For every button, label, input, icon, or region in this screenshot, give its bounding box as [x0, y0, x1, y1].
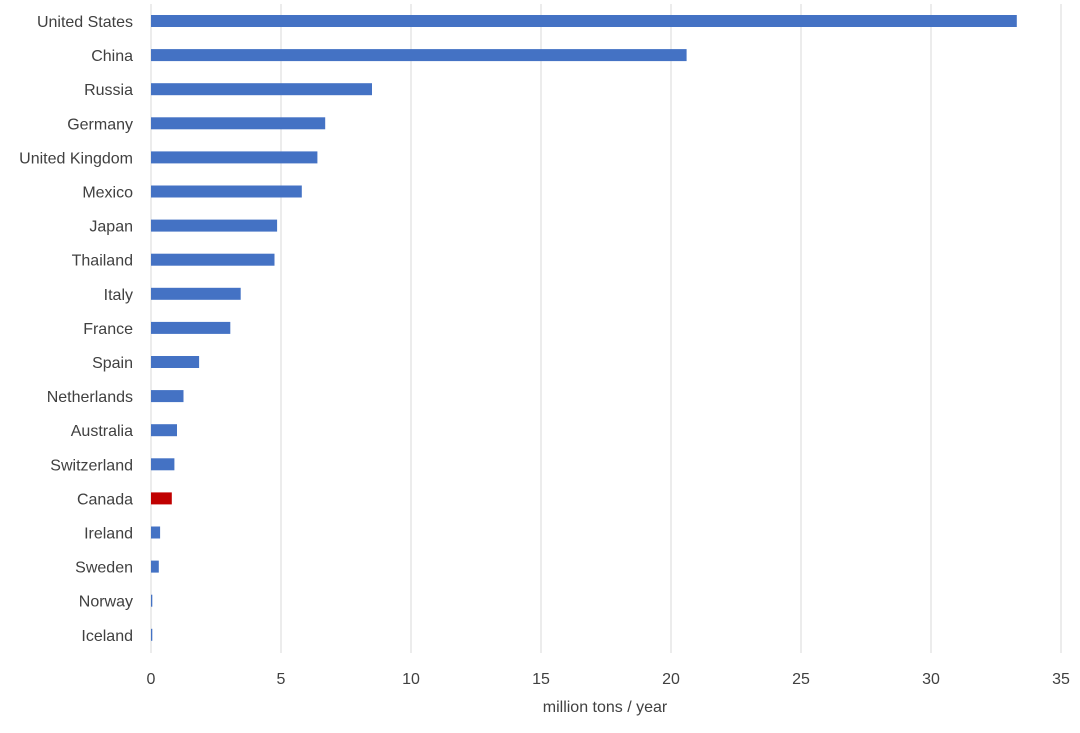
- bar: [151, 117, 326, 130]
- bar: [151, 356, 200, 368]
- bar: [151, 560, 159, 573]
- category-label: Australia: [71, 423, 133, 440]
- bar: [151, 15, 1017, 27]
- bar: [151, 321, 231, 334]
- bar: [151, 219, 278, 232]
- x-axis-title: million tons / year: [543, 699, 668, 716]
- category-label: Ireland: [84, 526, 133, 543]
- x-tick-label: 30: [922, 671, 940, 688]
- bars: [151, 15, 1017, 641]
- bar: [151, 526, 161, 539]
- x-tick-label: 5: [277, 671, 286, 688]
- x-tick-label: 10: [402, 671, 420, 688]
- bar: [151, 492, 172, 505]
- bar: [151, 151, 318, 164]
- category-label: Sweden: [75, 560, 133, 577]
- bar: [151, 185, 302, 198]
- bar: [151, 424, 177, 437]
- category-label: Thailand: [72, 253, 133, 270]
- gridlines: [150, 4, 1062, 653]
- bar: [151, 390, 184, 403]
- x-tick-label: 15: [532, 671, 550, 688]
- tick-labels: 0 5 10 15 20 25 30 35: [147, 671, 1070, 688]
- bar: [151, 49, 687, 62]
- x-tick-label: 25: [792, 671, 810, 688]
- category-label: United States: [37, 14, 133, 31]
- bar: [151, 287, 241, 300]
- category-label: Germany: [67, 116, 133, 133]
- category-label: United Kingdom: [19, 150, 133, 167]
- category-label: Italy: [104, 287, 133, 304]
- bar: [151, 458, 175, 471]
- category-label: France: [83, 321, 133, 338]
- category-label: Iceland: [81, 628, 133, 645]
- bar: [151, 594, 153, 607]
- category-label: Switzerland: [50, 457, 133, 474]
- category-labels: United States China Russia Germany United Ki…: [19, 14, 133, 645]
- category-label: Norway: [79, 594, 133, 611]
- category-label: Canada: [77, 491, 133, 508]
- category-label: China: [91, 48, 133, 65]
- category-label: Spain: [92, 355, 133, 372]
- category-label: Japan: [89, 219, 133, 236]
- x-tick-label: 35: [1052, 671, 1070, 688]
- category-label: Netherlands: [47, 389, 133, 406]
- category-label: Russia: [84, 82, 133, 99]
- x-tick-label: 0: [147, 671, 156, 688]
- bar: [151, 628, 153, 641]
- bar: [151, 253, 275, 266]
- bar: [151, 83, 372, 96]
- category-label: Mexico: [82, 185, 133, 202]
- x-tick-label: 20: [662, 671, 680, 688]
